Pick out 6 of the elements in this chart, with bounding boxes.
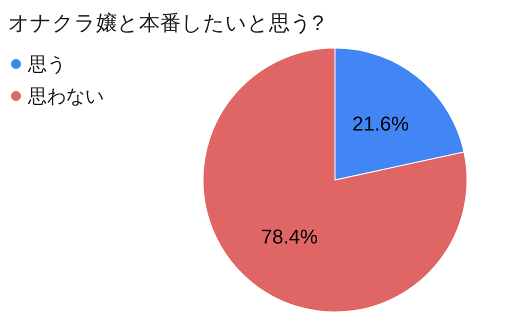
data-label: 21.6%	[352, 113, 410, 136]
data-label: 78.4%	[261, 226, 318, 249]
chart-title: オナクラ嬢と本番したいと思う?	[8, 12, 324, 35]
legend-label: 思う	[27, 54, 66, 76]
legend-label: 思わない	[27, 86, 104, 108]
pie-slice	[202, 48, 468, 312]
